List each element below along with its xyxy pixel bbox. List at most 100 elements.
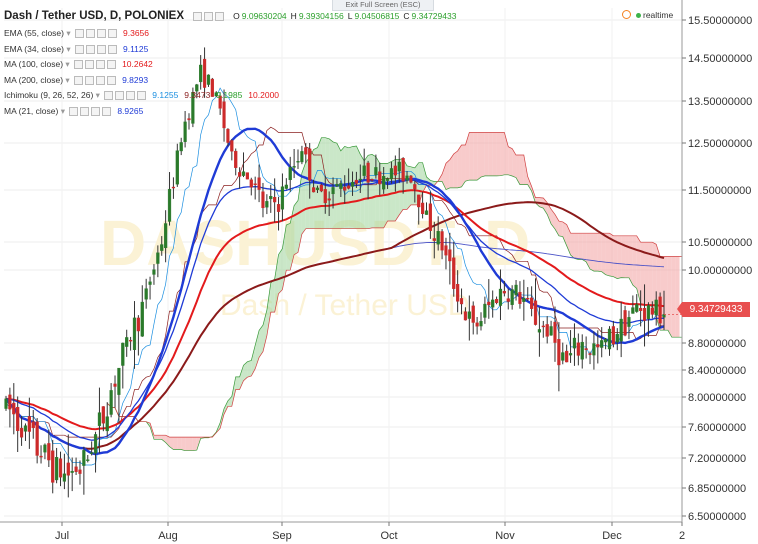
candle-body (175, 150, 179, 185)
settings-icon[interactable] (85, 75, 95, 85)
cloud-segment (605, 233, 610, 276)
candle-body (362, 165, 366, 176)
candle-body (494, 299, 499, 303)
candle-body (152, 269, 156, 275)
cloud-segment (313, 147, 318, 229)
candle-body (238, 172, 242, 177)
candle-body (335, 183, 339, 187)
close-icon[interactable] (102, 106, 112, 116)
candle (311, 179, 316, 193)
candle (105, 402, 109, 437)
more-icon[interactable] (97, 44, 106, 54)
settings-icon[interactable] (85, 60, 95, 70)
indicator-value: 9.8293 (122, 74, 149, 85)
candle-body (171, 186, 176, 189)
indicator-row[interactable]: EMA (34, close) ▾ 9.1125 (4, 44, 148, 55)
candle-body (280, 186, 285, 210)
candle-body (288, 167, 292, 181)
chevron-down-icon[interactable]: ▾ (63, 59, 73, 69)
settings-icon[interactable] (86, 29, 95, 39)
eye-icon[interactable] (104, 91, 114, 101)
close-icon[interactable] (108, 29, 117, 39)
candle-body (413, 184, 417, 190)
candle-body (90, 452, 94, 454)
candle-body (440, 231, 444, 251)
candle (199, 55, 203, 90)
eye-icon[interactable] (74, 60, 84, 70)
close-icon[interactable] (137, 91, 147, 101)
chevron-down-icon[interactable]: ▾ (58, 105, 68, 116)
candle-body (23, 425, 28, 432)
eye-icon[interactable] (193, 11, 203, 21)
candle-body (456, 283, 460, 302)
indicator-value: 10.2642 (122, 59, 153, 69)
close-icon[interactable] (108, 44, 117, 54)
exit-fullscreen-button[interactable]: Exit Full Screen (ESC) (332, 0, 434, 11)
cloud-segment (558, 221, 563, 237)
settings-icon[interactable] (86, 44, 95, 54)
eye-icon[interactable] (75, 44, 84, 54)
candle (557, 322, 561, 392)
x-tick-label: Nov (495, 530, 515, 542)
more-icon[interactable] (91, 106, 101, 116)
y-tick-label: 6.85000000 (688, 483, 746, 495)
candle-body (576, 342, 580, 356)
settings-icon[interactable] (115, 91, 125, 101)
cloud-segment (243, 361, 248, 381)
candle (179, 137, 183, 156)
candle (366, 160, 370, 200)
indicator-row[interactable]: MA (200, close) ▾ 9.8293 (4, 75, 148, 86)
candle (491, 290, 495, 318)
cloud-segment (348, 146, 353, 229)
indicator-row[interactable]: MA (100, close) ▾ 10.2642 (4, 59, 153, 70)
candle (58, 451, 63, 487)
indicator-row[interactable]: EMA (55, close) ▾ 9.3656 (4, 28, 149, 39)
cloud-segment (574, 233, 579, 260)
eye-icon[interactable] (74, 75, 84, 85)
candle-body (125, 337, 129, 347)
candle (265, 194, 269, 215)
candle (319, 183, 323, 193)
candle-body (222, 101, 226, 129)
candle (97, 387, 102, 454)
candle (23, 423, 28, 441)
indicator-row[interactable]: Ichimoku (9, 26, 52, 26) ▾ 9.1255 9.3473 9… (4, 90, 279, 101)
more-icon[interactable] (126, 91, 136, 101)
close-icon[interactable] (107, 60, 117, 70)
eye-icon[interactable] (75, 29, 84, 39)
cloud-segment (632, 235, 637, 289)
chevron-down-icon[interactable]: ▾ (64, 28, 73, 38)
candle-body (78, 469, 82, 474)
candle-body (331, 187, 335, 195)
candle-body (327, 198, 331, 201)
candle-body (300, 151, 304, 163)
chevron-down-icon[interactable]: ▾ (63, 74, 73, 85)
x-tick-label: Oct (380, 530, 397, 542)
more-icon[interactable] (97, 29, 106, 39)
chevron-down-icon[interactable]: ▾ (93, 90, 103, 100)
settings-icon[interactable] (204, 11, 214, 21)
candle-body (444, 245, 448, 256)
candle-body (432, 238, 436, 241)
candle-body (401, 158, 405, 182)
candle-body (409, 175, 413, 183)
candle (226, 128, 230, 147)
eye-icon[interactable] (69, 106, 79, 116)
candle (39, 445, 43, 464)
candle-body (417, 194, 421, 208)
more-icon[interactable] (215, 11, 225, 21)
header-controls[interactable] (191, 10, 227, 22)
settings-icon[interactable] (80, 106, 90, 116)
indicator-row[interactable]: MA (21, close) ▾ 8.9265 (4, 106, 143, 117)
chevron-down-icon[interactable]: ▾ (64, 43, 73, 54)
candle (592, 331, 596, 370)
indicator-value: 9.1125 (123, 43, 149, 54)
cloud-segment (177, 437, 182, 450)
candle-body (654, 299, 658, 316)
cloud-segment (488, 132, 493, 176)
more-icon[interactable] (96, 75, 106, 85)
close-icon[interactable] (107, 75, 117, 85)
more-icon[interactable] (96, 60, 106, 70)
candle (584, 336, 588, 359)
